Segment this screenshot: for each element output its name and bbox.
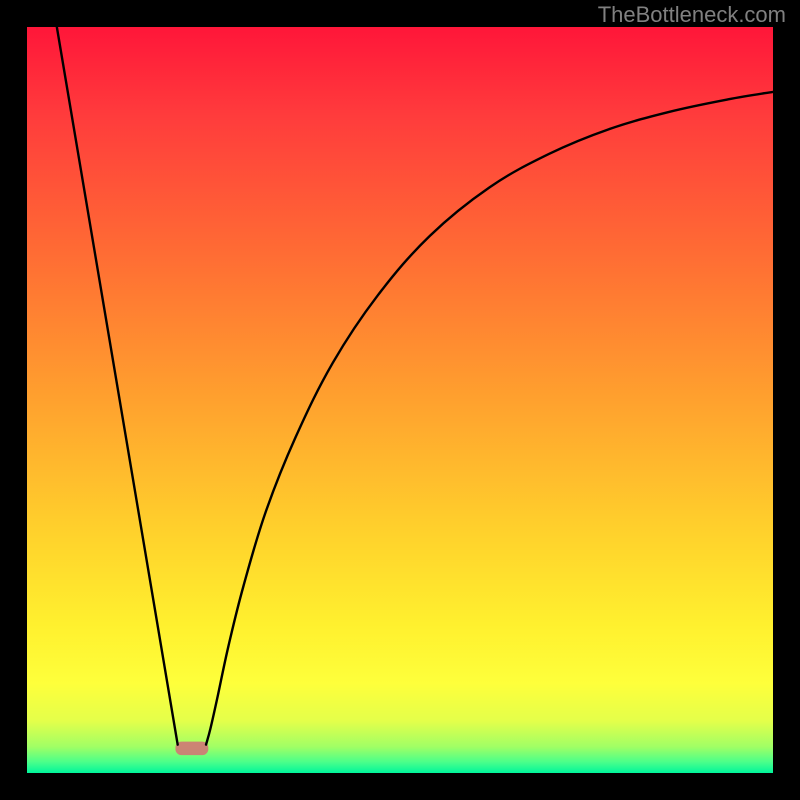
- watermark-text: TheBottleneck.com: [598, 2, 786, 28]
- gradient-background: [27, 27, 773, 773]
- minimum-marker: [175, 742, 208, 755]
- chart-svg: [27, 27, 773, 773]
- plot-area: [27, 27, 773, 773]
- outer-frame: TheBottleneck.com: [0, 0, 800, 800]
